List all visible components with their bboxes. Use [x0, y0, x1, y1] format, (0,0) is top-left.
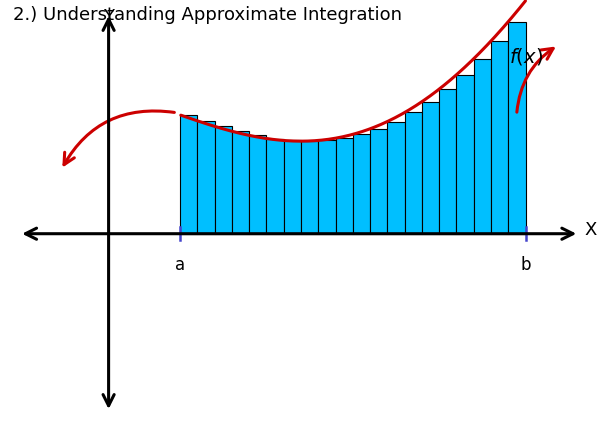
- FancyBboxPatch shape: [491, 42, 508, 234]
- FancyBboxPatch shape: [422, 102, 439, 234]
- FancyBboxPatch shape: [319, 141, 335, 234]
- FancyBboxPatch shape: [197, 121, 215, 234]
- FancyBboxPatch shape: [335, 139, 353, 234]
- FancyBboxPatch shape: [215, 127, 232, 234]
- FancyBboxPatch shape: [474, 60, 491, 234]
- FancyBboxPatch shape: [232, 132, 249, 234]
- FancyBboxPatch shape: [456, 75, 474, 234]
- Text: Y: Y: [103, 8, 114, 26]
- FancyBboxPatch shape: [249, 136, 266, 234]
- FancyBboxPatch shape: [404, 113, 422, 234]
- FancyBboxPatch shape: [266, 139, 284, 234]
- FancyBboxPatch shape: [301, 142, 319, 234]
- Text: X: X: [585, 221, 597, 239]
- Text: b: b: [520, 255, 531, 273]
- Text: $f(x)$: $f(x)$: [508, 46, 543, 67]
- FancyBboxPatch shape: [508, 23, 525, 234]
- FancyBboxPatch shape: [180, 115, 197, 234]
- FancyBboxPatch shape: [388, 122, 404, 234]
- Text: a: a: [175, 255, 185, 273]
- FancyBboxPatch shape: [353, 135, 370, 234]
- FancyBboxPatch shape: [284, 141, 301, 234]
- FancyBboxPatch shape: [370, 130, 388, 234]
- Text: 2.) Understanding Approximate Integration: 2.) Understanding Approximate Integratio…: [13, 6, 402, 23]
- FancyBboxPatch shape: [439, 90, 456, 234]
